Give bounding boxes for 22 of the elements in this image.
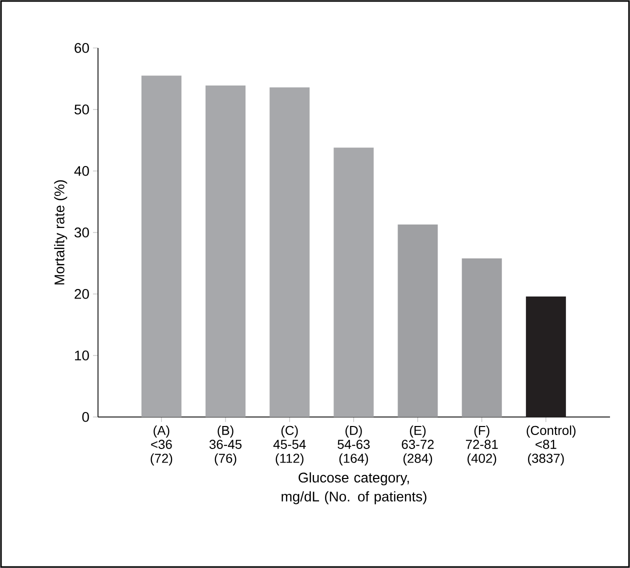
- x-tick-label: (A) <36 (72): [150, 426, 172, 466]
- x-tick-label: (Control) <81 (3837): [526, 426, 576, 466]
- y-axis-title: Mortality rate (%): [54, 180, 68, 284]
- x-tick-label: (F) 72-81 (402): [466, 426, 498, 466]
- bar: [270, 87, 310, 417]
- y-tick-label: 10: [75, 350, 89, 360]
- x-tick-label: (C) 45-54 (112): [273, 426, 306, 466]
- y-tick-label: 30: [74, 228, 89, 238]
- y-tick-label: 40: [74, 166, 89, 176]
- x-tick-label: (B) 36-45 (76): [209, 426, 242, 466]
- x-tick-label: (D) 54-63 (164): [338, 426, 370, 466]
- bar: [141, 76, 182, 417]
- bar: [398, 224, 438, 417]
- y-tick-label: 50: [74, 104, 89, 114]
- x-tick-label: (E) 63-72 (284): [402, 426, 434, 466]
- bar: [334, 148, 374, 417]
- y-tick-label: 0: [82, 412, 89, 422]
- y-tick-label: 20: [74, 289, 89, 299]
- bar: [206, 86, 246, 417]
- y-tick-label: 60: [74, 43, 89, 53]
- bar: [462, 258, 502, 417]
- x-axis-title: Glucose category, mg/dL (No. of patients): [282, 472, 426, 504]
